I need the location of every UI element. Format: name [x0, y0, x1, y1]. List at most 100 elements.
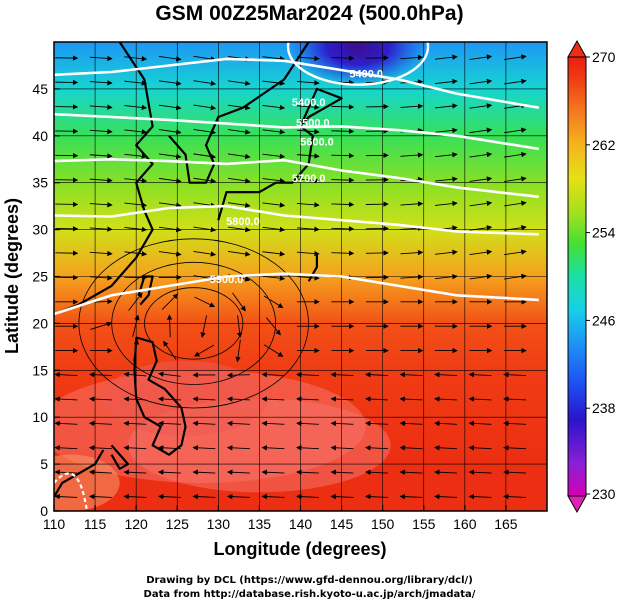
wind-arrow	[503, 371, 526, 378]
wind-arrow	[400, 103, 424, 109]
wind-arrow	[434, 420, 457, 427]
wind-arrow	[54, 396, 78, 402]
wind-arrow	[399, 469, 423, 475]
wind-arrow	[330, 396, 354, 402]
wind-arrow	[89, 153, 113, 159]
wind-arrow	[503, 420, 526, 427]
wind-arrow	[469, 200, 493, 207]
wind-arrow	[261, 420, 285, 427]
wind-arrow	[89, 80, 113, 86]
wind-arrow	[468, 469, 492, 475]
wind-arrow	[123, 396, 147, 402]
contour-5900.0	[54, 272, 539, 316]
wind-arrow	[227, 129, 251, 135]
wind-arrow	[193, 177, 217, 184]
wind-arrow	[166, 314, 173, 338]
contour-label: 5900.0	[210, 274, 244, 286]
wind-arrow	[331, 201, 355, 208]
coastline	[137, 275, 154, 306]
coastlines	[54, 42, 343, 498]
y-tick-label: 35	[32, 175, 48, 191]
wind-arrow	[434, 396, 457, 402]
wind-arrow	[400, 274, 424, 280]
colorbar-tick-label: 254	[592, 225, 616, 241]
contour-label: 5400.0	[292, 97, 326, 109]
wind-arrow	[331, 177, 355, 183]
wind-arrow	[124, 251, 148, 257]
x-tick-label: 110	[43, 516, 66, 532]
cold-core	[288, 42, 428, 87]
chart-title: GSM 00Z25Mar2024 (500.0hPa)	[155, 2, 464, 25]
contour-label: 5400.0	[349, 69, 383, 81]
contour-5800.0	[54, 204, 539, 236]
y-tick-label: 30	[32, 222, 48, 238]
y-tick-label: 25	[32, 269, 48, 285]
wind-arrow	[434, 103, 458, 109]
wind-arrow	[331, 226, 355, 232]
wind-arrow	[330, 469, 354, 475]
contour-label: 5500.0	[296, 118, 330, 130]
wind-arrow	[504, 151, 527, 158]
wind-arrow	[262, 104, 286, 111]
wind-arrow	[330, 420, 354, 427]
wind-arrow	[503, 445, 526, 451]
wind-arrow	[469, 78, 493, 85]
y-tick-label: 15	[32, 362, 48, 378]
wind-arrow	[236, 315, 243, 339]
wind-arrow	[123, 420, 147, 427]
wind-arrow	[400, 201, 424, 207]
y-tick-label: 45	[32, 81, 48, 97]
wind-arrow	[469, 127, 493, 134]
wind-arrow	[193, 55, 217, 62]
wind-arrow	[434, 78, 458, 85]
wind-arrow	[90, 321, 113, 330]
wind-arrow	[331, 128, 355, 135]
wind-arrow	[504, 127, 527, 134]
wind-arrow	[468, 493, 492, 500]
contour-tropical	[54, 472, 88, 511]
wind-arrow	[124, 129, 148, 135]
wind-arrow	[227, 80, 251, 86]
wind-arrow	[504, 54, 527, 61]
wind-arrow	[54, 493, 78, 500]
wind-arrow	[400, 54, 424, 61]
wind-arrow	[89, 128, 113, 135]
wind-arrow	[434, 54, 458, 60]
wind-arrow	[468, 371, 492, 378]
contour-5800.0	[54, 112, 540, 151]
wind-arrow	[262, 80, 286, 86]
x-tick-label: 145	[330, 516, 354, 532]
y-tick-label: 0	[40, 503, 48, 519]
y-tick-label: 10	[32, 409, 48, 425]
wind-arrow	[399, 493, 423, 500]
wind-arrow	[469, 249, 493, 256]
x-tick-label: 140	[289, 516, 313, 532]
wind-arrow	[123, 469, 147, 475]
colorbar-bottom-arrow	[567, 495, 587, 514]
wind-arrow	[123, 493, 147, 500]
wind-arrow	[89, 55, 113, 62]
wind-arrow	[261, 469, 285, 475]
wind-arrow	[263, 344, 284, 357]
wind-arrow	[434, 445, 457, 451]
wind-arrow	[262, 251, 286, 257]
wind-arrow	[194, 296, 216, 308]
colorbar-tick-label: 262	[592, 137, 616, 153]
y-tick-label: 20	[32, 315, 48, 331]
wind-arrow	[504, 78, 527, 85]
wind-arrow	[123, 445, 147, 451]
wind-arrow	[434, 152, 458, 158]
wind-arrow	[128, 292, 143, 311]
wind-arrow	[399, 371, 423, 378]
wind-arrow	[330, 371, 354, 378]
wind-arrow	[434, 469, 457, 475]
contour-5400.0	[54, 57, 540, 109]
wind-arrow	[54, 420, 78, 427]
wind-arrow	[365, 445, 388, 451]
wind-arrow	[124, 153, 148, 159]
wind-arrow	[399, 420, 423, 427]
wind-arrow	[400, 249, 424, 256]
colorbar-tick-label: 246	[592, 312, 616, 328]
wind-arrow	[262, 56, 286, 62]
